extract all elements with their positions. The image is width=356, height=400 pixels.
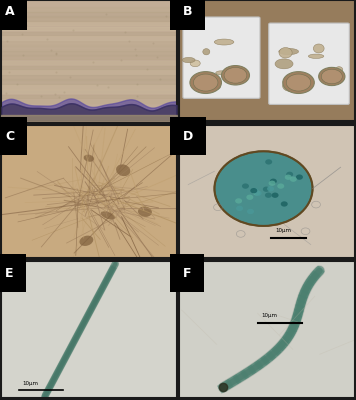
Ellipse shape <box>255 190 262 196</box>
Ellipse shape <box>116 164 130 176</box>
Ellipse shape <box>275 59 293 69</box>
Ellipse shape <box>235 198 242 204</box>
Bar <box>1 27 177 30</box>
Bar <box>1 85 177 89</box>
Ellipse shape <box>308 54 324 58</box>
Ellipse shape <box>216 71 227 75</box>
Text: B: B <box>183 5 193 18</box>
Ellipse shape <box>285 174 292 180</box>
Ellipse shape <box>286 172 293 177</box>
Ellipse shape <box>201 74 211 79</box>
Bar <box>1 66 177 69</box>
Ellipse shape <box>279 48 299 55</box>
Ellipse shape <box>246 194 253 200</box>
Circle shape <box>286 74 311 91</box>
Text: 10μm: 10μm <box>262 314 278 318</box>
Bar <box>1 70 177 74</box>
Ellipse shape <box>290 176 297 182</box>
Ellipse shape <box>84 155 94 162</box>
FancyBboxPatch shape <box>183 17 260 98</box>
Circle shape <box>321 69 342 84</box>
Ellipse shape <box>296 174 303 180</box>
Ellipse shape <box>265 159 272 164</box>
Bar <box>1 90 177 94</box>
Circle shape <box>214 151 313 226</box>
Ellipse shape <box>265 192 272 198</box>
Bar <box>1 12 177 16</box>
Text: F: F <box>183 267 192 280</box>
Bar <box>1 80 177 84</box>
Ellipse shape <box>277 184 284 189</box>
Ellipse shape <box>101 211 115 220</box>
Ellipse shape <box>203 49 210 55</box>
Ellipse shape <box>268 181 276 186</box>
Ellipse shape <box>335 67 343 73</box>
Bar <box>1 100 177 103</box>
Ellipse shape <box>190 60 200 67</box>
Ellipse shape <box>281 201 288 207</box>
Ellipse shape <box>79 236 93 246</box>
Ellipse shape <box>270 178 277 184</box>
Ellipse shape <box>279 48 292 58</box>
Text: 10μm: 10μm <box>22 381 38 386</box>
Ellipse shape <box>210 84 220 90</box>
Bar <box>1 61 177 64</box>
Ellipse shape <box>251 188 258 193</box>
Circle shape <box>193 74 218 91</box>
Text: 10μm: 10μm <box>276 228 292 232</box>
Bar <box>1 22 177 26</box>
Ellipse shape <box>236 206 243 211</box>
Ellipse shape <box>272 192 279 198</box>
Ellipse shape <box>283 80 297 91</box>
Ellipse shape <box>267 186 274 192</box>
Circle shape <box>190 72 221 94</box>
Circle shape <box>283 72 314 94</box>
Text: C: C <box>5 130 14 143</box>
Ellipse shape <box>214 39 234 45</box>
Text: A: A <box>5 5 15 18</box>
Text: D: D <box>183 130 193 143</box>
FancyBboxPatch shape <box>269 23 349 104</box>
Bar <box>1 7 177 11</box>
Ellipse shape <box>263 186 270 192</box>
Bar <box>1 75 177 79</box>
Circle shape <box>319 67 345 86</box>
Bar <box>1 46 177 50</box>
Ellipse shape <box>182 58 195 63</box>
Ellipse shape <box>198 76 218 86</box>
Bar <box>1 56 177 60</box>
Bar <box>1 17 177 21</box>
Circle shape <box>221 66 250 85</box>
Ellipse shape <box>138 206 152 217</box>
Bar <box>1 36 177 40</box>
Bar <box>1 95 177 98</box>
Bar <box>1 41 177 45</box>
Ellipse shape <box>242 184 249 189</box>
Bar <box>1 51 177 55</box>
Ellipse shape <box>247 209 254 214</box>
Ellipse shape <box>250 188 257 193</box>
Text: E: E <box>5 267 14 280</box>
Bar <box>1 32 177 35</box>
Circle shape <box>224 67 247 83</box>
Ellipse shape <box>313 44 324 53</box>
Ellipse shape <box>253 190 260 196</box>
